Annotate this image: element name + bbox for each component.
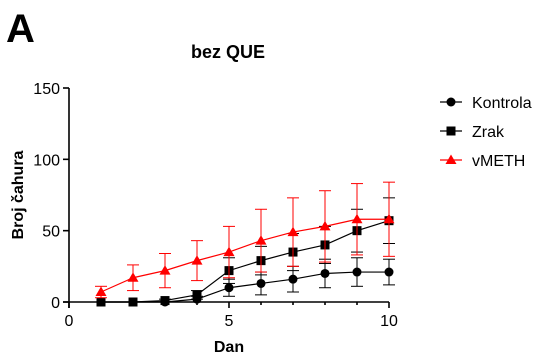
y-tick-label: 0 bbox=[51, 295, 60, 312]
data-point bbox=[159, 265, 171, 275]
chart-title: bez QUE bbox=[191, 42, 265, 62]
legend-marker bbox=[446, 97, 456, 107]
data-point bbox=[255, 235, 267, 245]
series-vmeth bbox=[95, 181, 395, 299]
data-point bbox=[351, 213, 363, 224]
data-point bbox=[383, 213, 395, 224]
legend-item-kontrola: Kontrola bbox=[440, 95, 532, 112]
y-tick-label: 50 bbox=[42, 224, 60, 241]
y-axis-label: Broj čahura bbox=[10, 150, 27, 239]
x-tick-label: 5 bbox=[225, 313, 234, 330]
data-point bbox=[127, 272, 139, 282]
data-point bbox=[223, 246, 235, 257]
y-tick-label: 100 bbox=[33, 152, 60, 169]
legend-label: vMETH bbox=[472, 153, 525, 170]
y-tick-label: 150 bbox=[33, 81, 60, 98]
series-zrak bbox=[96, 197, 395, 307]
series-line bbox=[100, 218, 389, 293]
data-point bbox=[320, 268, 330, 278]
data-point bbox=[191, 255, 203, 265]
legend-label: Zrak bbox=[472, 124, 505, 141]
data-point bbox=[224, 283, 234, 293]
plot-area bbox=[63, 88, 395, 308]
legend-item-zrak: Zrak bbox=[440, 124, 505, 141]
data-point bbox=[352, 267, 362, 277]
x-tick-label: 0 bbox=[65, 313, 74, 330]
y-axis-ticks: 0 50 100 150 bbox=[33, 81, 69, 312]
data-point bbox=[256, 278, 266, 288]
data-point bbox=[192, 290, 202, 300]
data-point bbox=[287, 226, 299, 237]
legend: Kontrola Zrak vMETH bbox=[440, 95, 532, 170]
data-point bbox=[288, 274, 298, 284]
series-line bbox=[101, 220, 390, 303]
data-point bbox=[95, 286, 107, 297]
x-axis-label: Dan bbox=[214, 339, 244, 356]
legend-label: Kontrola bbox=[472, 95, 532, 112]
panel-letter: A bbox=[6, 7, 35, 51]
legend-item-vmeth: vMETH bbox=[440, 153, 525, 170]
data-point bbox=[384, 267, 394, 277]
x-axis-ticks: 0 5 10 bbox=[65, 302, 398, 330]
data-point bbox=[319, 220, 331, 231]
x-tick-label: 10 bbox=[380, 313, 398, 330]
legend-marker bbox=[446, 126, 456, 136]
series-line bbox=[101, 271, 389, 303]
data-point bbox=[160, 296, 170, 306]
legend-marker bbox=[445, 154, 457, 164]
